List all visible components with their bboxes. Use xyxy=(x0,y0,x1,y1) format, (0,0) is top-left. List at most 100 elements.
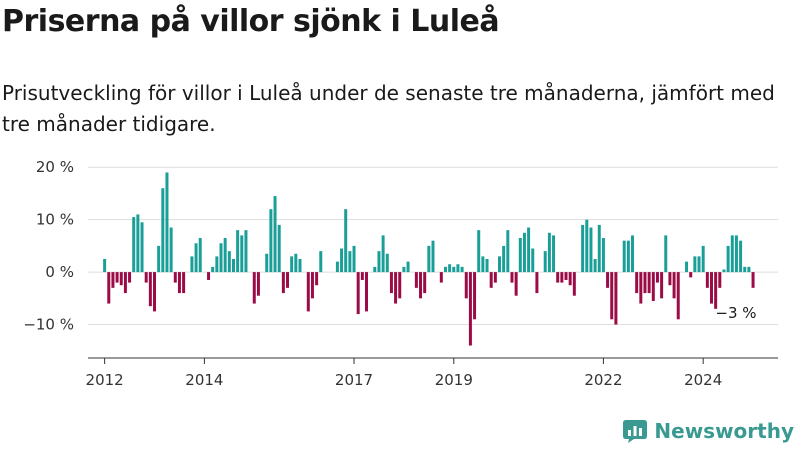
bar xyxy=(402,266,406,273)
bar xyxy=(111,272,115,288)
bar xyxy=(747,266,751,273)
bar xyxy=(734,235,738,273)
bar xyxy=(718,272,722,288)
bar xyxy=(219,243,223,273)
bar xyxy=(290,256,294,273)
bar xyxy=(153,272,156,312)
bar xyxy=(256,272,260,296)
bar xyxy=(726,245,730,273)
bar xyxy=(448,264,452,273)
bar xyxy=(610,272,614,320)
bar xyxy=(165,172,169,273)
bar xyxy=(601,238,605,273)
bar xyxy=(294,253,298,273)
bar xyxy=(568,272,572,286)
bar xyxy=(743,266,747,273)
bar xyxy=(215,256,219,273)
x-tick-label: 2014 xyxy=(185,371,223,389)
bar xyxy=(685,261,689,273)
bar xyxy=(173,272,177,283)
bar xyxy=(655,272,659,283)
bar xyxy=(626,240,630,273)
bar xyxy=(739,240,743,273)
bar xyxy=(710,272,713,304)
y-tick-label: 20 % xyxy=(36,158,74,176)
x-tick-label: 2017 xyxy=(335,371,373,389)
bar xyxy=(660,272,664,299)
bar xyxy=(365,272,368,312)
bar xyxy=(477,230,481,273)
bar xyxy=(427,245,431,273)
bar xyxy=(198,238,202,273)
bar xyxy=(643,272,647,294)
bar xyxy=(269,209,273,273)
bar xyxy=(157,245,161,273)
bar xyxy=(460,266,464,273)
x-tick-label: 2022 xyxy=(584,371,622,389)
bar xyxy=(227,251,231,273)
bar xyxy=(693,256,697,273)
bar xyxy=(398,272,402,299)
bar xyxy=(414,272,418,288)
bar xyxy=(310,272,314,299)
bar xyxy=(456,264,460,273)
bar xyxy=(489,272,493,288)
bar xyxy=(377,251,381,273)
bar xyxy=(177,272,181,294)
x-tick-label: 2012 xyxy=(86,371,124,389)
bar xyxy=(543,251,547,273)
bar xyxy=(211,266,215,273)
bar xyxy=(252,272,256,304)
bar xyxy=(751,272,755,288)
bar xyxy=(443,266,447,273)
bar xyxy=(572,272,576,296)
page-title: Priserna på villor sjönk i Luleå xyxy=(2,4,500,39)
bar xyxy=(356,272,360,315)
x-tick-label: 2019 xyxy=(435,371,473,389)
bar xyxy=(705,272,709,288)
bar xyxy=(589,227,593,273)
bar xyxy=(207,272,211,280)
bar xyxy=(319,251,323,273)
bar xyxy=(335,261,339,273)
bar xyxy=(531,248,535,273)
bar xyxy=(344,209,348,273)
y-tick-label: −10 % xyxy=(23,316,74,334)
bar xyxy=(635,272,639,294)
bar xyxy=(385,253,389,273)
bar xyxy=(676,272,680,320)
bar xyxy=(606,272,610,288)
bar xyxy=(431,240,435,273)
bar xyxy=(240,235,244,273)
bar xyxy=(315,272,319,286)
bar xyxy=(714,272,718,309)
bar xyxy=(597,224,601,273)
bar xyxy=(556,272,560,283)
bar xyxy=(273,196,277,273)
bar xyxy=(581,224,585,273)
bar xyxy=(394,272,398,304)
bar xyxy=(348,251,352,273)
bar xyxy=(485,259,489,273)
y-tick-label: 0 % xyxy=(45,263,74,281)
bar xyxy=(281,272,285,294)
bar xyxy=(140,222,144,273)
bar xyxy=(119,272,123,286)
bar xyxy=(182,272,186,294)
bar xyxy=(639,272,643,304)
bar xyxy=(527,227,531,273)
bar xyxy=(631,235,635,273)
bar xyxy=(672,272,676,299)
bar xyxy=(514,272,518,296)
bar xyxy=(123,272,127,294)
bar xyxy=(406,261,410,273)
bar xyxy=(439,272,443,283)
bar xyxy=(622,240,626,273)
bar xyxy=(244,230,248,273)
bar xyxy=(506,230,510,273)
bar xyxy=(389,272,393,294)
bar xyxy=(340,248,344,273)
bar xyxy=(689,272,693,278)
bar xyxy=(360,272,364,280)
bar xyxy=(236,230,240,273)
